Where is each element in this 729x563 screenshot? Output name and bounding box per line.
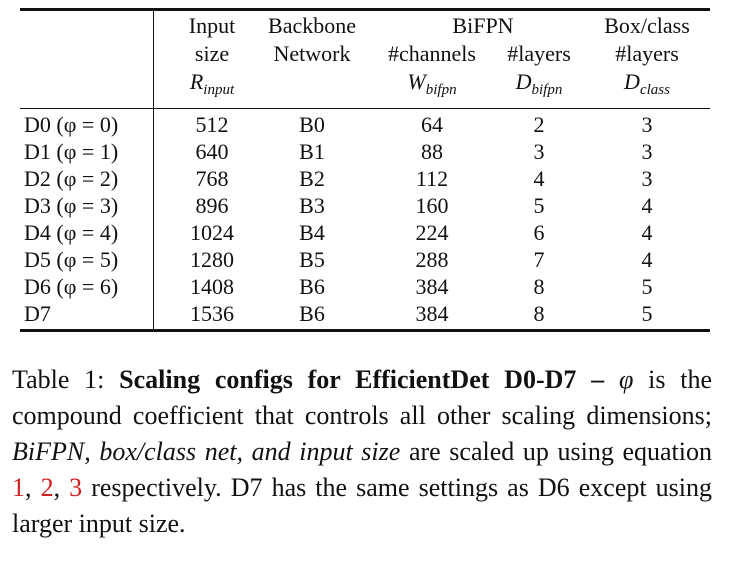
header-backbone-line2: Network (273, 41, 351, 66)
header-boxclass-symbol: Dclass (592, 68, 702, 104)
table-caption: Table 1: Scaling configs for EfficientDe… (12, 365, 713, 538)
table-row: D2 (φ = 2) 768 B2 112 4 3 (20, 165, 710, 192)
row-layers: 6 (533, 220, 545, 245)
row-box: 5 (641, 274, 653, 299)
row-input: 640 (195, 139, 229, 164)
row-channels: 88 (421, 139, 443, 164)
header-layers: #layers Dbifpn (494, 40, 584, 104)
row-input: 1024 (190, 220, 234, 245)
row-channels: 384 (415, 301, 449, 326)
row-box: 5 (641, 301, 653, 326)
header-input-line2: size (194, 41, 230, 66)
table-row: D6 (φ = 6) 1408 B6 384 8 5 (20, 273, 710, 300)
row-layers: 4 (533, 166, 545, 191)
equation-ref-2[interactable]: 2 (40, 473, 54, 502)
row-backbone: B6 (299, 301, 325, 326)
row-channels: 224 (415, 220, 449, 245)
table-row: D4 (φ = 4) 1024 B4 224 6 4 (20, 219, 710, 246)
row-channels: 64 (421, 112, 443, 137)
table-row: D0 (φ = 0) 512 B0 64 2 3 (20, 111, 710, 138)
caption-phi: φ (618, 365, 634, 394)
table-row: D5 (φ = 5) 1280 B5 288 7 4 (20, 246, 710, 273)
row-backbone: B1 (299, 139, 325, 164)
row-input: 1536 (190, 301, 234, 326)
header-backbone: Backbone Network (250, 12, 374, 68)
row-layers: 7 (533, 247, 545, 272)
row-backbone: B5 (299, 247, 325, 272)
table-vertical-rule (153, 8, 154, 332)
row-backbone: B2 (299, 166, 325, 191)
row-backbone: B3 (299, 193, 325, 218)
header-channels-symbol: Wbifpn (372, 68, 492, 104)
caption-text-3: respectively. D7 has the same settings a… (12, 473, 713, 538)
row-backbone: B6 (299, 274, 325, 299)
row-layers: 5 (533, 193, 545, 218)
row-name: D7 (24, 301, 51, 326)
header-channels-symbol-sub: bifpn (425, 82, 457, 98)
row-name: D1 (φ = 1) (24, 139, 119, 164)
header-boxclass: Box/class #layers Dclass (592, 12, 702, 104)
header-backbone-line1: Backbone (268, 13, 356, 38)
row-layers: 2 (533, 112, 545, 137)
row-name: D6 (φ = 6) (24, 274, 119, 299)
row-box: 3 (641, 166, 653, 191)
row-name: D0 (φ = 0) (24, 112, 119, 137)
equation-ref-3[interactable]: 3 (69, 473, 83, 502)
caption-text-2: are scaled up using equation (408, 437, 713, 466)
row-layers: 3 (533, 139, 545, 164)
row-input: 768 (195, 166, 229, 191)
header-layers-symbol: Dbifpn (494, 68, 584, 104)
row-box: 3 (641, 112, 653, 137)
row-layers: 8 (533, 301, 545, 326)
header-boxclass-line2: #layers (615, 41, 679, 66)
table-header-rule (20, 108, 710, 109)
row-channels: 112 (415, 166, 449, 191)
header-input-line1: Input (188, 13, 236, 38)
header-input-size: Input size Rinput (162, 12, 262, 104)
header-input-symbol: Rinput (162, 68, 262, 104)
table-row: D1 (φ = 1) 640 B1 88 3 3 (20, 138, 710, 165)
header-layers-symbol-base: D (515, 69, 532, 94)
equation-ref-1[interactable]: 1 (12, 473, 25, 502)
row-channels: 160 (415, 193, 449, 218)
caption-italic: BiFPN, box/class net, and input size (12, 437, 401, 466)
header-boxclass-symbol-sub: class (639, 82, 670, 98)
header-bifpn-group: BiFPN (452, 13, 514, 38)
row-channels: 384 (415, 274, 449, 299)
row-box: 4 (641, 220, 653, 245)
row-name: D3 (φ = 3) (24, 193, 119, 218)
header-layers-line1: #layers (507, 41, 571, 66)
header-input-symbol-base: R (189, 69, 204, 94)
row-input: 1280 (190, 247, 234, 272)
header-channels: #channels Wbifpn (372, 40, 492, 104)
row-box: 3 (641, 139, 653, 164)
header-input-symbol-sub: input (203, 82, 235, 98)
row-backbone: B0 (299, 112, 325, 137)
header-boxclass-line1: Box/class (604, 13, 690, 38)
row-box: 4 (641, 193, 653, 218)
row-name: D5 (φ = 5) (24, 247, 119, 272)
caption-text-1: is the compound coefficient that control… (12, 365, 713, 430)
header-layers-symbol-sub: bifpn (531, 82, 563, 98)
caption-bold-title: Scaling configs for EfficientDet D0-D7 – (119, 365, 605, 394)
table-row: D3 (φ = 3) 896 B3 160 5 4 (20, 192, 710, 219)
table-top-rule (20, 8, 710, 11)
row-input: 896 (195, 193, 229, 218)
row-channels: 288 (415, 247, 449, 272)
table-row: D7 1536 B6 384 8 5 (20, 300, 710, 327)
caption-label: Table 1: (12, 365, 105, 394)
row-layers: 8 (533, 274, 545, 299)
row-input: 1408 (190, 274, 234, 299)
header-channels-line1: #channels (388, 41, 476, 66)
row-box: 4 (641, 247, 653, 272)
row-name: D4 (φ = 4) (24, 220, 119, 245)
row-input: 512 (195, 112, 229, 137)
header-boxclass-symbol-base: D (624, 69, 640, 94)
row-backbone: B4 (299, 220, 325, 245)
table-bottom-rule (20, 329, 710, 332)
row-name: D2 (φ = 2) (24, 166, 119, 191)
header-channels-symbol-base: W (407, 69, 426, 94)
